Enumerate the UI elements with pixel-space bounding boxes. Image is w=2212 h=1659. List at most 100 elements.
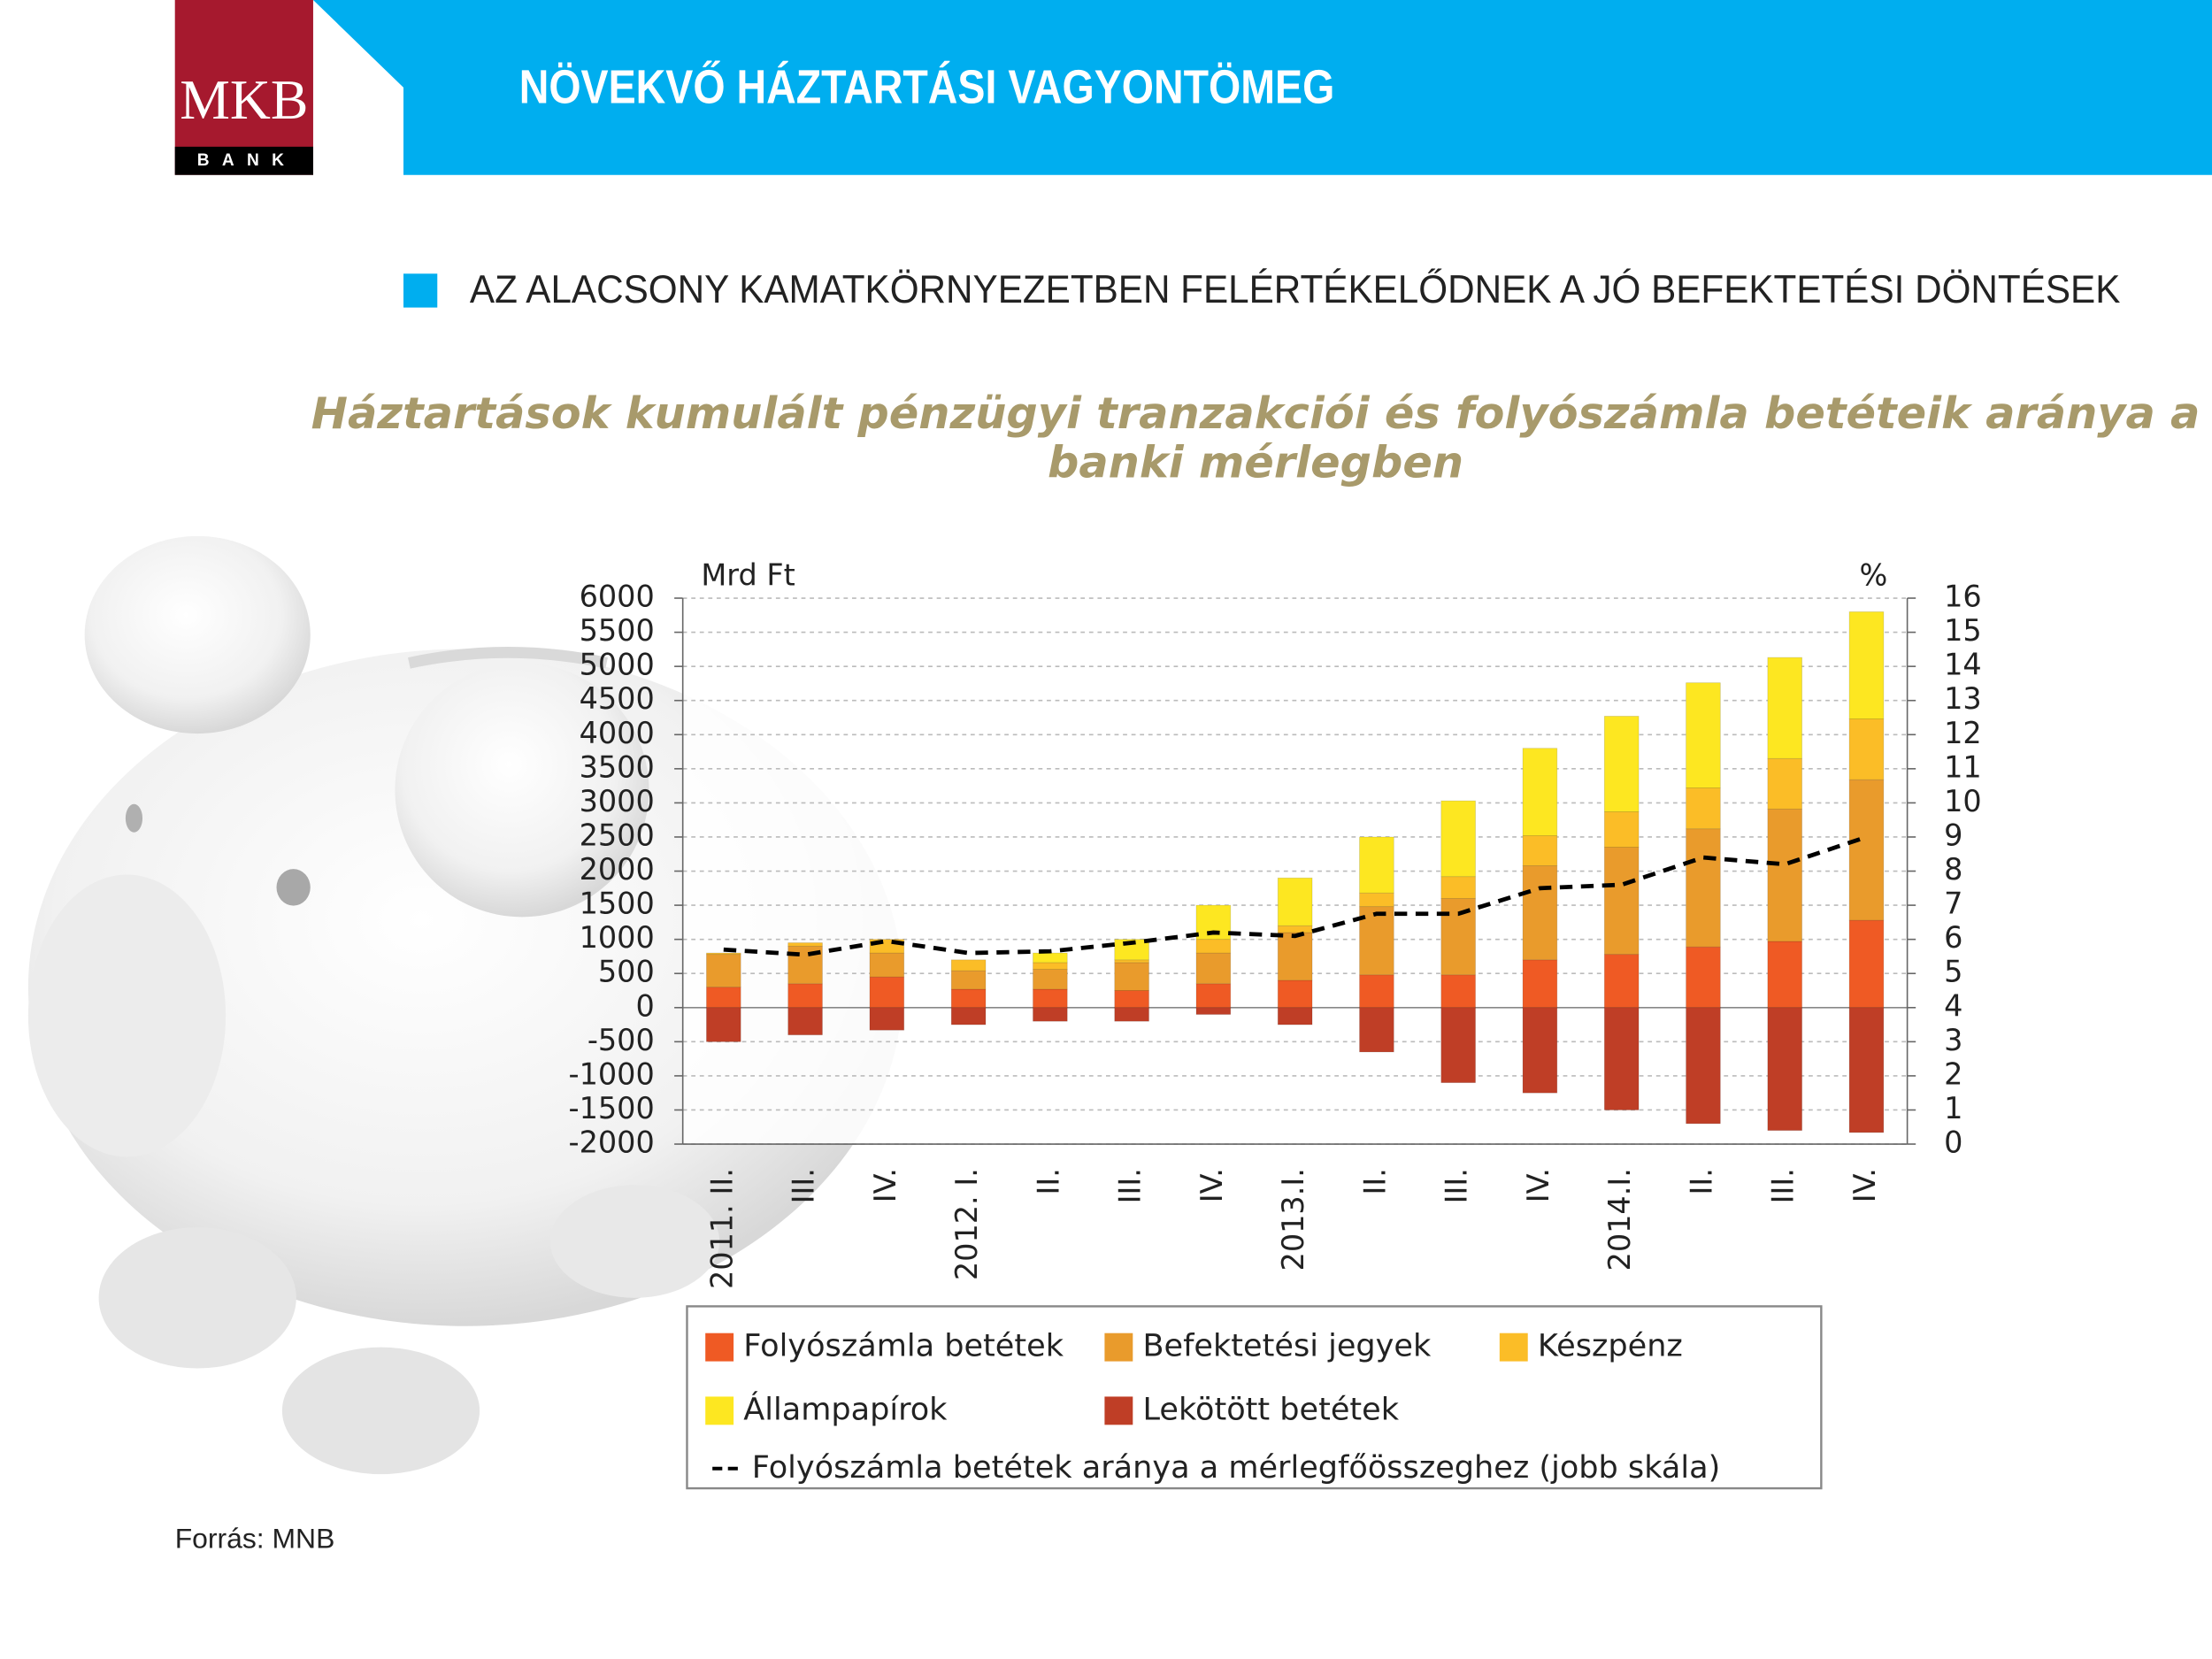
bar-segment (869, 1007, 905, 1031)
bar-segment (1603, 1007, 1640, 1110)
x-tick-label: II. (1357, 1168, 1392, 1194)
x-tick-label: 2013.I. (1276, 1168, 1310, 1271)
y-tick-label: -2000 (569, 1125, 655, 1160)
bar-segment (706, 1007, 741, 1042)
y-tick-label: 1500 (580, 887, 655, 921)
y2-tick-label: 9 (1944, 818, 1962, 852)
bar-segment (706, 987, 741, 1009)
bar-segment (1440, 1007, 1476, 1084)
bar-segment (1277, 877, 1313, 926)
x-tick-label: 2012. I. (949, 1168, 984, 1280)
bar-segment (1359, 836, 1394, 894)
y2-tick-label: 16 (1944, 580, 1982, 614)
bar-segment (1359, 974, 1394, 1009)
bar-segment (869, 952, 905, 978)
y2-tick-label: 12 (1944, 716, 1982, 750)
bar-segment (1033, 969, 1068, 990)
y2-tick-label: 10 (1944, 784, 1982, 818)
x-tick-label: IV. (1847, 1168, 1882, 1202)
bar-segment (869, 976, 905, 1009)
bar-segment (787, 983, 823, 1009)
y2-tick-label: 3 (1944, 1023, 1962, 1057)
y-tick-label: -1500 (569, 1091, 655, 1125)
x-tick-label: 2011. II. (704, 1168, 739, 1289)
y-tick-label: 4000 (580, 716, 655, 750)
legend-label: Folyószámla betétek aránya a mérlegfőöss… (752, 1449, 1721, 1486)
bar-segment (1114, 1007, 1149, 1022)
bar-segment (1033, 962, 1068, 970)
y2-tick-label: 11 (1944, 749, 1982, 784)
bar-segment (1522, 835, 1558, 866)
bar-segment (1603, 847, 1640, 956)
chart: Háztartások kumulált pénzügyi tranzakció… (311, 388, 2200, 1490)
bar-segment (1033, 952, 1068, 964)
bar-segment (1359, 892, 1394, 908)
bar-segment (1686, 787, 1721, 830)
y2-tick-label: 8 (1944, 852, 1962, 887)
y2-tick-label: 14 (1944, 648, 1982, 682)
bar-segment (1277, 979, 1313, 1009)
bar-segment (1114, 962, 1149, 991)
logo-bar (174, 146, 313, 175)
x-tick-label: IV. (868, 1168, 902, 1202)
y-axis-label: Mrd Ft (701, 558, 795, 593)
legend-swatch (705, 1333, 734, 1362)
bar-segment (1195, 939, 1232, 954)
chart-title: banki mérlegben (1048, 437, 1463, 488)
y-tick-label: 3000 (580, 784, 655, 818)
y-tick-label: 5500 (580, 613, 655, 648)
bar-segment (787, 942, 823, 947)
bar-segment (1033, 988, 1068, 1009)
bar-segment (1277, 925, 1313, 933)
bar-segment (1848, 611, 1885, 719)
bar-segment (787, 1007, 823, 1036)
x-tick-label: IV. (1521, 1168, 1555, 1202)
bar-segment (1522, 959, 1558, 1009)
y2-tick-label: 7 (1944, 887, 1962, 921)
bar-segment (1033, 1007, 1068, 1022)
legend-label: Állampapírok (743, 1390, 948, 1427)
y2-tick-label: 15 (1944, 613, 1982, 648)
y2-tick-label: 5 (1944, 955, 1962, 989)
bar-segment (1440, 876, 1476, 899)
y-tick-label: 2000 (580, 852, 655, 887)
bar-segment (1440, 974, 1476, 1009)
bar-segment (1522, 864, 1558, 961)
line-series (723, 834, 1868, 957)
y-tick-label: -500 (588, 1023, 655, 1057)
header-title: NÖVEKVŐ HÁZTARTÁSI VAGYONTÖMEG (519, 60, 1335, 113)
y-tick-label: 5000 (580, 648, 655, 682)
y-tick-label: 2500 (580, 818, 655, 852)
bar-segment (1686, 1007, 1721, 1125)
legend-swatch (1104, 1333, 1133, 1362)
y-tick-label: 1000 (580, 920, 655, 955)
bar-segment (1848, 718, 1885, 780)
legend-swatch (705, 1396, 734, 1425)
y2-tick-label: 6 (1944, 920, 1962, 955)
y2-tick-label: 13 (1944, 681, 1982, 716)
x-tick-label: III. (1766, 1168, 1801, 1203)
bar-segment (1767, 808, 1802, 942)
y-tick-label: 3500 (580, 749, 655, 784)
y2-tick-label: 1 (1944, 1091, 1962, 1125)
bar-segment (1686, 828, 1721, 948)
bar-segment (1848, 919, 1885, 1009)
bar-segment (950, 988, 987, 1009)
x-tick-label: II. (1031, 1168, 1065, 1194)
x-tick-label: II. (1684, 1168, 1718, 1194)
y-tick-label: 500 (598, 955, 655, 989)
bar-segment (1848, 1007, 1885, 1133)
bar-segment (1277, 932, 1313, 981)
chart-title: Háztartások kumulált pénzügyi tranzakció… (311, 388, 2200, 439)
bar-segment (1767, 1007, 1802, 1132)
bar-segment (1114, 990, 1149, 1009)
bar-segment (1440, 897, 1476, 976)
x-tick-label: IV. (1194, 1168, 1229, 1202)
bar-segment (1686, 946, 1721, 1009)
legend-swatch (1104, 1396, 1133, 1425)
bar-segment (1195, 1007, 1232, 1015)
bar-segment (950, 1007, 987, 1025)
x-tick-label: 2014.I. (1602, 1168, 1637, 1271)
